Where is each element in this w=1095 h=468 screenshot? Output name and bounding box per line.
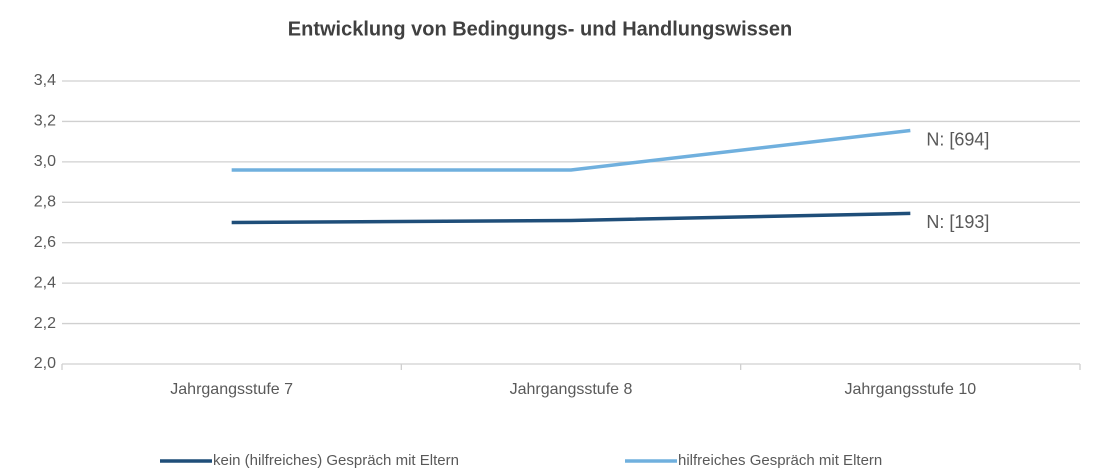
annotation: N: [694] [926,129,989,149]
x-tick-label: Jahrgangsstufe 8 [510,381,633,398]
legend-label: kein (hilfreiches) Gespräch mit Eltern [213,452,459,468]
chart-title: Entwicklung von Bedingungs- und Handlung… [288,18,792,40]
y-tick-label: 2,8 [34,194,56,211]
series-line [231,128,911,172]
legend-label: hilfreiches Gespräch mit Eltern [678,452,882,468]
y-tick-label: 2,2 [34,315,56,332]
y-tick-label: 2,0 [34,355,56,372]
y-tick-label: 3,4 [34,72,56,89]
x-tick-label: Jahrgangsstufe 10 [845,381,977,398]
annotation: N: [193] [926,212,989,232]
y-tick-label: 3,2 [34,113,56,130]
x-tick-label: Jahrgangsstufe 7 [170,381,293,398]
y-tick-label: 2,6 [34,234,56,251]
y-tick-label: 2,4 [34,274,56,291]
y-tick-label: 3,0 [34,153,56,170]
series-line [231,211,911,225]
